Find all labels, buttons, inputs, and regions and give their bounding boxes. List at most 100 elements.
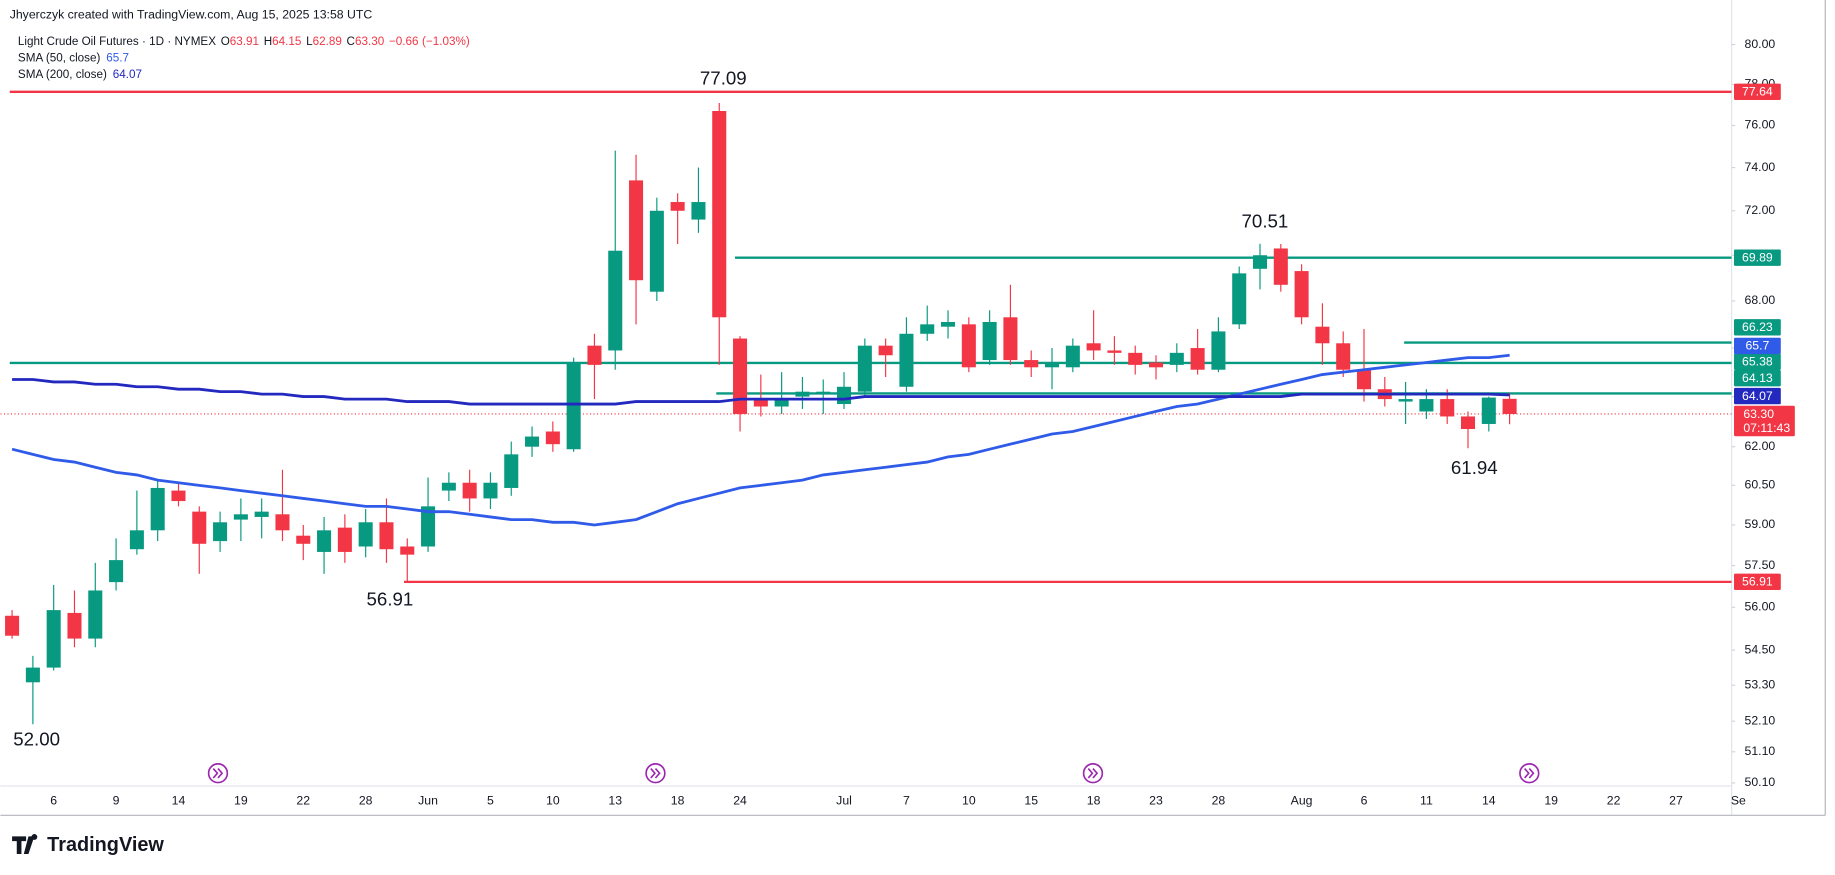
x-tick-label: 19 (234, 794, 248, 808)
y-tick-label: 56.00 (1745, 600, 1776, 614)
x-tick-label: Aug (1291, 794, 1313, 808)
candle-body (1003, 317, 1018, 361)
candle-body (920, 324, 935, 334)
candle-body (1502, 398, 1517, 414)
candle-body (1398, 399, 1413, 402)
y-tick-label: 62.00 (1745, 439, 1776, 453)
candle-body (129, 530, 144, 550)
x-tick-label: Se (1731, 794, 1746, 808)
candle-body (1024, 360, 1039, 368)
series-last-value: 64.07 (113, 68, 142, 81)
candle-body (1190, 348, 1205, 370)
y-tick-label: 51.10 (1745, 744, 1776, 758)
candle-body (421, 506, 436, 547)
y-tick-label: 57.50 (1745, 558, 1776, 572)
countdown: 07:11:43 (1743, 421, 1790, 435)
candle-body (837, 386, 852, 405)
candle-body (379, 522, 394, 550)
candle-body (441, 482, 456, 491)
y-tick-label: 53.30 (1745, 678, 1776, 692)
credit: Jhyerczyk created with TradingView.com, … (10, 7, 373, 21)
price-annotation: 70.51 (1242, 211, 1289, 232)
candle-body (171, 490, 186, 502)
x-tick-label: 22 (1607, 794, 1621, 808)
y-tick-label: 74.00 (1745, 160, 1776, 174)
candle-body (25, 667, 40, 683)
candle-body (629, 180, 644, 281)
legend-sma50: SMA (50, close) 65.7 (18, 52, 129, 65)
sma-tag-box (1734, 337, 1781, 355)
level-tag: 56.91 (1742, 575, 1773, 589)
candle-body (1294, 271, 1309, 318)
candle-body (1481, 397, 1496, 424)
l-label: L (306, 35, 313, 48)
legend-sma200: SMA (200, close) 64.07 (18, 68, 142, 81)
change-pct: (−1.03%) (422, 35, 470, 48)
candle-body (1273, 248, 1288, 285)
candle-body (816, 391, 831, 395)
candle-body (296, 535, 311, 544)
sma-line (11, 353, 1510, 527)
sma-line (12, 378, 1510, 406)
candle-body (483, 482, 498, 499)
candle-body (857, 345, 872, 392)
x-tick-label: 10 (546, 794, 560, 808)
level-tag-box (1734, 249, 1781, 266)
candle-body (1169, 352, 1184, 365)
event-icon-arrows (650, 768, 661, 779)
candle-body (46, 610, 61, 668)
candle-body (317, 530, 332, 552)
candle-body (1419, 399, 1434, 412)
c-label: C (347, 35, 355, 48)
candle-body (795, 391, 810, 397)
level-tag-box (1734, 319, 1781, 336)
x-tick-label: 28 (359, 794, 373, 808)
candle-body (753, 399, 768, 407)
candle-body (358, 522, 373, 547)
candle-body (1252, 255, 1268, 269)
candle-body (878, 345, 893, 356)
x-tick-label: 7 (903, 794, 910, 808)
y-tick-label: 52.10 (1745, 713, 1776, 727)
level-tag: 66.23 (1742, 320, 1773, 334)
candle-body (1045, 362, 1060, 368)
candle-body (691, 202, 706, 220)
candle-body (1211, 331, 1226, 370)
x-tick-label: 14 (172, 794, 186, 808)
x-tick-label: 19 (1544, 794, 1558, 808)
candle-body (587, 345, 602, 365)
candle-body (1315, 326, 1330, 344)
x-tick-label: Jul (836, 794, 852, 808)
last-price-tag: 63.30 (1743, 407, 1774, 421)
candle-body (1440, 399, 1455, 417)
candle-body (1149, 362, 1164, 368)
y-tick-label: 72.00 (1745, 203, 1776, 217)
candle-body (109, 560, 124, 583)
change: −0.66 (389, 35, 419, 48)
open-value: 63.91 (230, 35, 259, 48)
x-tick-label: 6 (50, 794, 57, 808)
candle-body (566, 362, 581, 450)
level-tag-box (1734, 83, 1781, 100)
event-icon-arrows (1087, 768, 1099, 779)
x-tick-label: Jun (418, 794, 438, 808)
candle-body (150, 487, 165, 531)
candle-body (941, 321, 956, 327)
sma-tag-box (1734, 387, 1781, 405)
candle-body (233, 514, 248, 520)
legend-symbol-row: Light Crude Oil Futures · 1D · NYMEX O63.… (18, 35, 470, 48)
close-value: 63.30 (355, 35, 385, 48)
x-tick-label: 22 (296, 794, 310, 808)
candle-body (254, 511, 269, 517)
price-annotation: 77.09 (700, 68, 747, 89)
level-tag: 65.38 (1742, 355, 1773, 369)
candle-body (1086, 343, 1101, 351)
level-tag-box (1734, 573, 1781, 591)
candle-body (608, 250, 623, 351)
level-tag-box (1734, 353, 1781, 370)
y-tick-label: 50.10 (1745, 775, 1776, 789)
y-tick-label: 68.00 (1745, 293, 1776, 307)
level-tag: 64.13 (1742, 371, 1773, 385)
candle-body (961, 324, 976, 368)
